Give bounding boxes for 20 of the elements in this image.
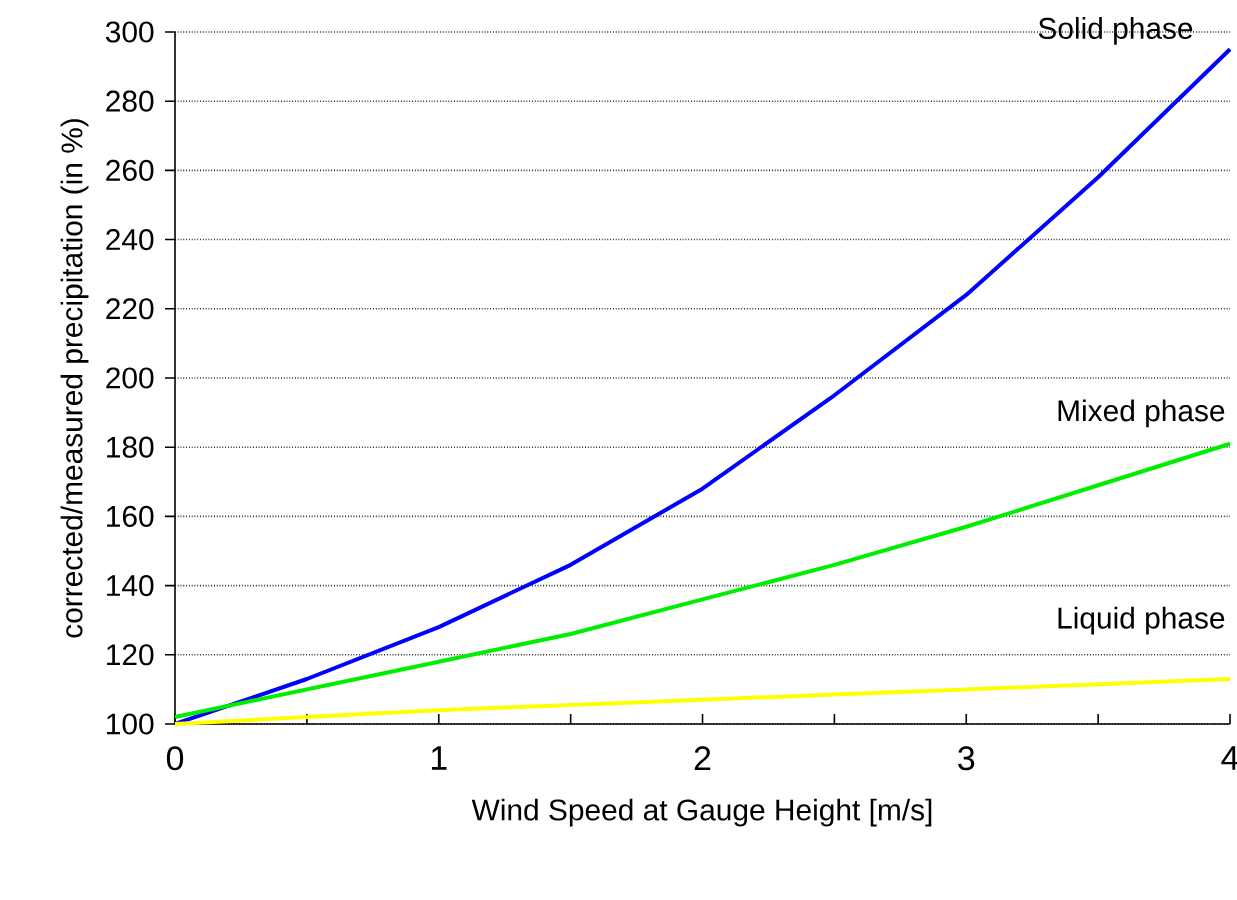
series-label: Mixed phase	[1058, 399, 1225, 428]
x-tick-label: 1	[431, 746, 447, 770]
y-tick-label: 260	[106, 159, 154, 181]
y-tick-label: 280	[106, 90, 154, 112]
y-tick-label: 140	[107, 574, 154, 597]
y-tick-label: 240	[106, 228, 154, 251]
y-tick-label: 100	[107, 713, 154, 735]
x-tick-label: 3	[958, 746, 975, 771]
x-tick-label: 2	[694, 746, 711, 770]
x-tick-label: 0	[166, 746, 184, 771]
y-tick-label: 120	[107, 644, 154, 666]
y-tick-label: 220	[106, 298, 154, 320]
x-axis-title: Wind Speed at Gauge Height [m/s]	[471, 798, 932, 827]
y-axis-title: corrected/measured precipitation (in %)	[60, 119, 89, 638]
series-label: Liquid phase	[1058, 606, 1225, 635]
y-tick-label: 200	[106, 367, 154, 389]
y-tick-label: 160	[107, 505, 154, 527]
series-label: Solid phase	[1038, 17, 1193, 45]
y-tick-label: 180	[107, 436, 154, 458]
y-tick-label: 300	[105, 21, 154, 43]
